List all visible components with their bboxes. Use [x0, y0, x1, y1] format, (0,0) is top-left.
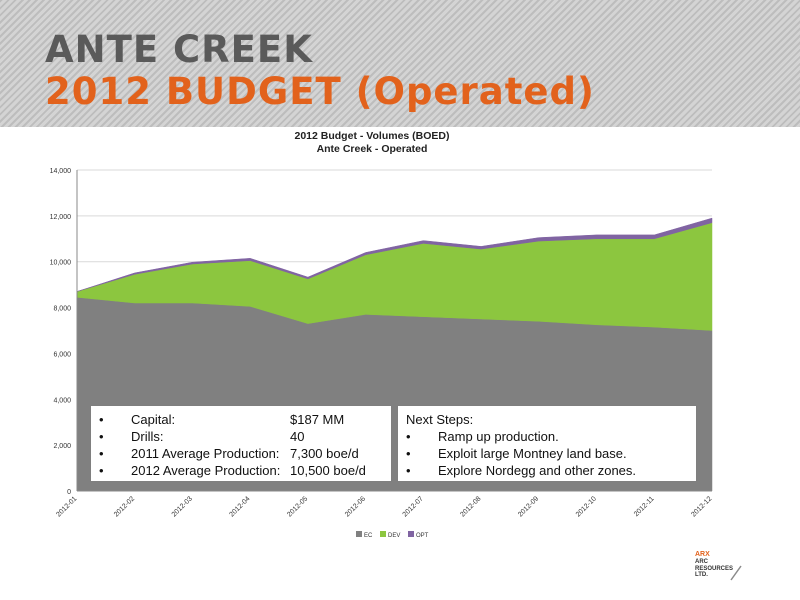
- summary-item: • 2011 Average Production: 7,300 boe/d: [99, 445, 391, 462]
- x-tick-label: 2012-11: [633, 495, 656, 518]
- next-step-item: • Ramp up production.: [406, 428, 696, 445]
- summary-bullet: •: [99, 463, 104, 478]
- summary-label: Drills:: [131, 429, 164, 444]
- next-step-bullet: •: [406, 446, 411, 461]
- summary-value: 40: [290, 429, 305, 444]
- x-tick-label: 2012-03: [171, 495, 194, 518]
- summary-label: 2011 Average Production:: [131, 446, 280, 461]
- y-tick-label: 14,000: [50, 168, 72, 175]
- x-tick-label: 2012-04: [228, 495, 251, 518]
- summary-label: Capital:: [131, 412, 176, 427]
- y-tick-label: 8,000: [53, 306, 71, 313]
- logo-line-arx: ARX: [695, 551, 710, 558]
- slide-title: ANTE CREEK: [45, 28, 313, 71]
- chart-title: 2012 Budget - Volumes (BOED): [295, 130, 450, 142]
- summary-value: 7,300 boe/d: [290, 446, 359, 461]
- summary-value: $187 MM: [290, 412, 345, 427]
- summary-item: • 2012 Average Production: 10,500 boe/d: [99, 462, 391, 479]
- y-tick-label: 4,000: [53, 397, 71, 404]
- x-tick-label: 2012-12: [690, 495, 713, 518]
- legend-swatch-opt: [408, 531, 414, 537]
- legend-swatch-dev: [380, 531, 386, 537]
- y-tick-label: 0: [67, 489, 71, 496]
- y-tick-label: 6,000: [53, 351, 71, 358]
- summary-bullet: •: [99, 429, 104, 444]
- next-steps-box: Next Steps: • Ramp up production. • Exploit…: [397, 405, 697, 482]
- next-step-bullet: •: [406, 463, 411, 478]
- area-series-opt: [76, 217, 713, 292]
- x-tick-label: 2012-08: [459, 495, 482, 518]
- chart-subtitle: Ante Creek - Operated: [317, 143, 428, 155]
- legend-swatch-ec: [356, 531, 362, 537]
- x-tick-label: 2012-07: [402, 495, 425, 518]
- logo-line-ltd: LTD.: [695, 572, 708, 578]
- x-tick-label: 2012-09: [517, 495, 540, 518]
- x-tick-label: 2012-10: [575, 495, 598, 518]
- next-step-item: • Exploit large Montney land base.: [406, 445, 696, 462]
- x-tick-label: 2012-05: [286, 495, 309, 518]
- summary-label: 2012 Average Production:: [131, 463, 281, 478]
- slide-subtitle: 2012 BUDGET (Operated): [45, 70, 595, 113]
- summary-value: 10,500 boe/d: [290, 463, 366, 478]
- x-tick-label: 2012-02: [113, 495, 136, 518]
- y-tick-label: 10,000: [50, 260, 72, 267]
- legend-label-dev: DEV: [388, 533, 400, 539]
- summary-item: • Capital: $187 MM: [99, 411, 391, 428]
- next-step-item: • Explore Nordegg and other zones.: [406, 462, 696, 479]
- logo-line-resources: RESOURCES: [695, 565, 734, 572]
- summary-bullet: •: [99, 412, 104, 427]
- y-tick-label: 12,000: [50, 214, 72, 221]
- logo-line-arc: ARC: [695, 559, 708, 565]
- logo-text: ARX ARC RESOURCES LTD.: [695, 551, 734, 579]
- company-logo: ARX ARC RESOURCES LTD.: [695, 551, 747, 583]
- next-step-bullet: •: [406, 429, 411, 444]
- y-tick-label: 2,000: [53, 443, 71, 450]
- area-chart: 2012 Budget - Volumes (BOED) Ante Creek …: [50, 130, 714, 539]
- next-step-text: Explore Nordegg and other zones.: [438, 463, 637, 478]
- legend-label-ec: EC: [364, 533, 373, 539]
- summary-item: • Drills: 40: [99, 428, 391, 445]
- header-band: [0, 0, 800, 127]
- summary-box: • Capital: $187 MM • Drills: 40 • 2011 Average …: [90, 405, 392, 482]
- next-steps-heading: Next Steps:: [406, 412, 474, 427]
- summary-bullet: •: [99, 446, 104, 461]
- legend-label-opt: OPT: [416, 533, 429, 539]
- next-step-text: Ramp up production.: [438, 429, 559, 444]
- next-step-text: Exploit large Montney land base.: [438, 446, 627, 461]
- x-tick-label: 2012-06: [344, 495, 367, 518]
- logo-slash-icon: [730, 565, 742, 581]
- x-tick-label: 2012-01: [55, 495, 78, 518]
